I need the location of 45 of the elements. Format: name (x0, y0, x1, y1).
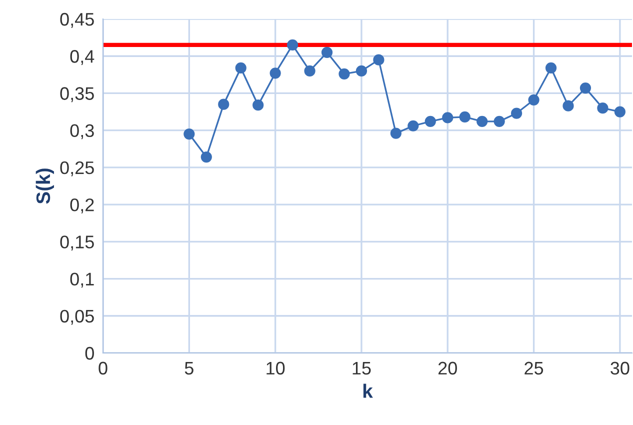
x-tick-label: 10 (266, 362, 285, 375)
y-tick-label: 0 (85, 346, 94, 360)
point (545, 62, 557, 74)
y-tick-label: 0,05 (60, 310, 94, 325)
point (408, 120, 419, 132)
point (270, 68, 281, 79)
point (373, 54, 384, 66)
point (562, 100, 574, 112)
y-tick-label: 0,45 (60, 12, 94, 28)
x-tick-label: 15 (352, 362, 371, 375)
y-tick-label: 0,2 (70, 198, 94, 214)
point (494, 116, 505, 127)
point (528, 94, 540, 106)
x-tick-label: 25 (524, 362, 544, 375)
point (338, 68, 350, 80)
x-tick-label: 30 (610, 362, 630, 375)
point (218, 98, 230, 110)
x-axis-title: k (363, 384, 373, 398)
point (252, 100, 264, 111)
point (304, 65, 316, 77)
y-tick-label: 0,15 (60, 236, 94, 251)
point (476, 116, 488, 127)
point (597, 102, 608, 114)
point (321, 46, 333, 58)
point (614, 106, 626, 118)
y-tick-label: 0,25 (60, 161, 94, 176)
y-tick-label: 0,1 (70, 272, 94, 288)
point (424, 116, 436, 127)
point (286, 39, 298, 51)
point (356, 65, 368, 77)
point (184, 128, 195, 140)
point (510, 108, 522, 119)
point (200, 151, 212, 163)
point (235, 62, 246, 74)
point (442, 112, 454, 124)
point (459, 111, 470, 123)
point (580, 82, 592, 94)
y-axis-title: S(k) (36, 168, 54, 204)
y-tick-label: 0,4 (70, 50, 94, 65)
y-tick-label: 0,3 (70, 124, 94, 140)
point (390, 128, 402, 139)
x-tick-label: 0 (98, 362, 108, 375)
y-tick-label: 0,35 (60, 87, 94, 102)
x-tick-label: 20 (438, 362, 457, 375)
x-tick-label: 5 (184, 362, 194, 375)
